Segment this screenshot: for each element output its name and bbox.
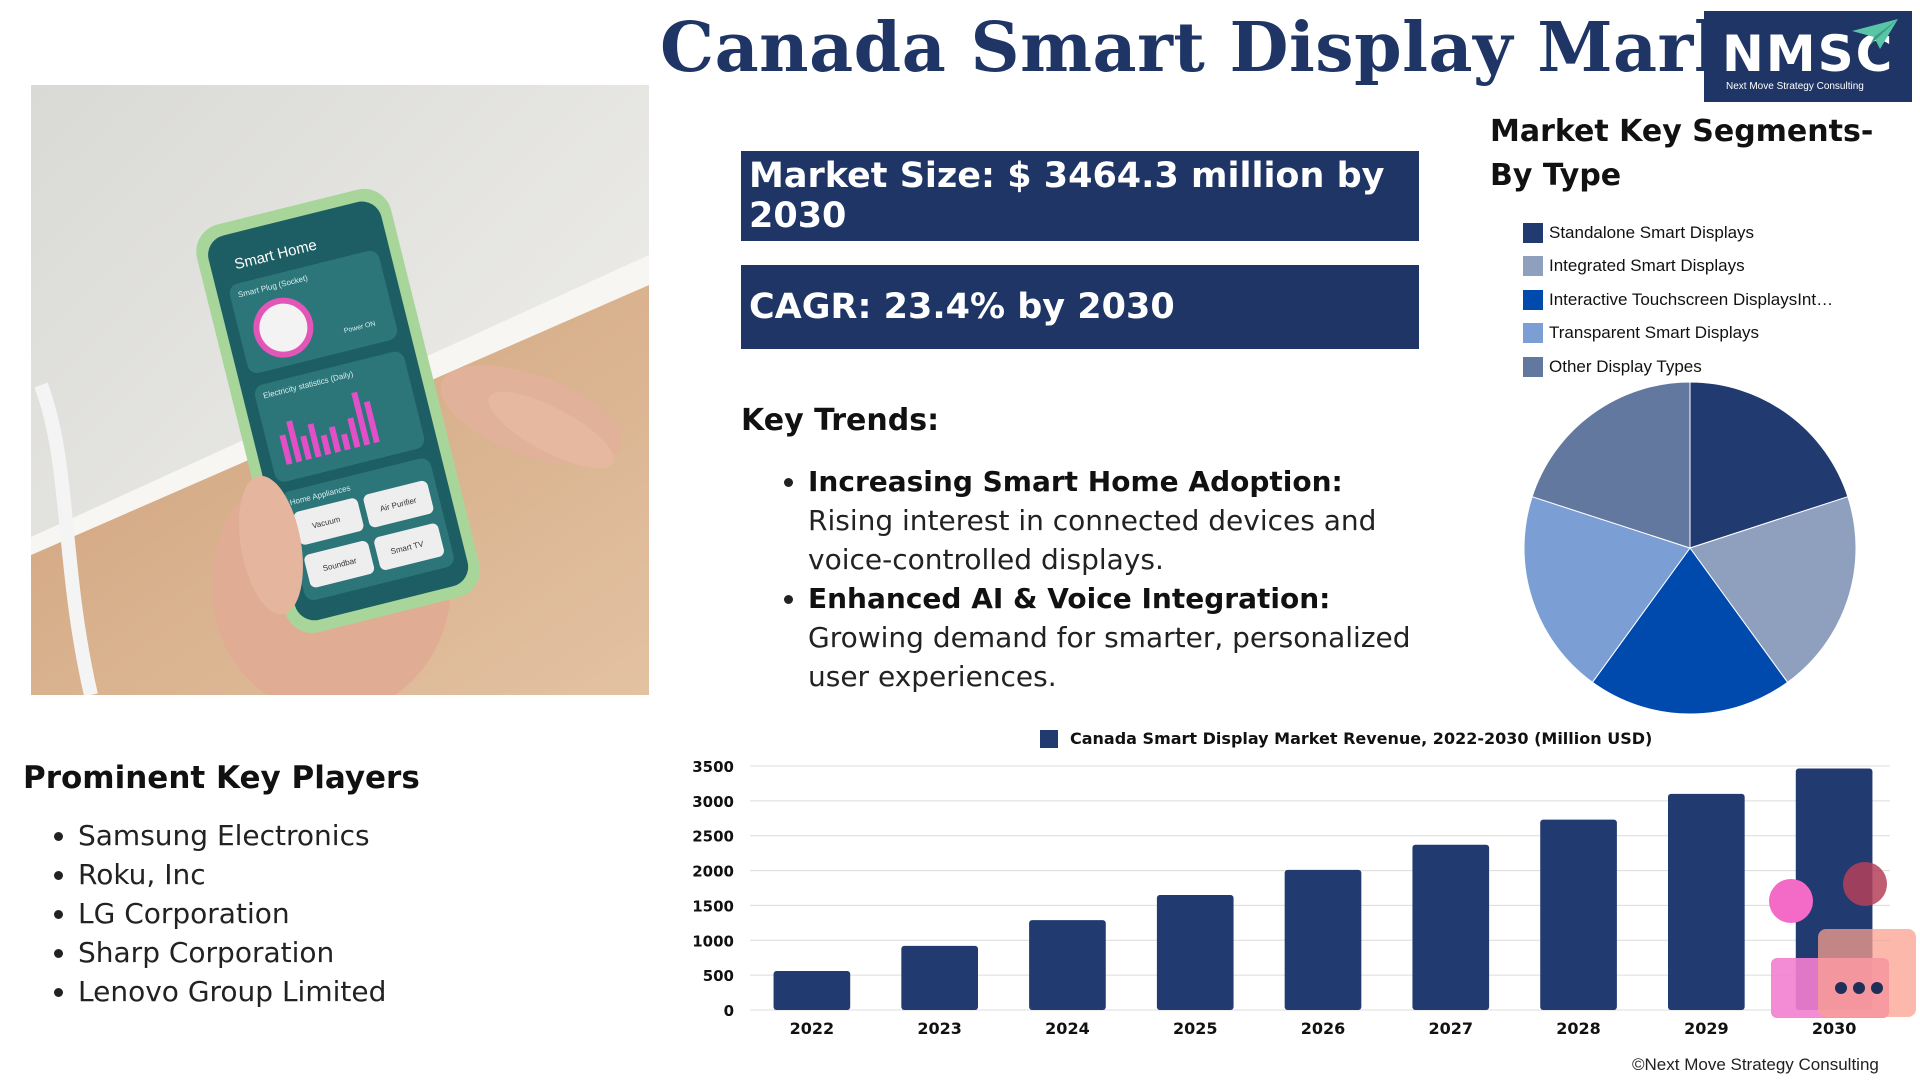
legend-swatch <box>1523 256 1543 277</box>
bar-2029 <box>1668 793 1745 1010</box>
y-tick-label: 0 <box>724 1002 734 1020</box>
x-tick-label: 2025 <box>1173 1019 1218 1038</box>
decor-circle-red <box>1843 862 1887 906</box>
decor-circle-pink <box>1769 879 1813 923</box>
x-tick-label: 2022 <box>790 1019 835 1038</box>
y-tick-label: 1500 <box>692 897 734 915</box>
bar-chart-title: Canada Smart Display Market Revenue, 202… <box>1070 729 1652 748</box>
player-item: Samsung Electronics <box>78 816 386 855</box>
bar-2025 <box>1156 894 1234 1010</box>
legend-swatch <box>1523 356 1543 377</box>
market-size-box: Market Size: $ 3464.3 million by 2030 <box>741 151 1419 241</box>
player-item: Lenovo Group Limited <box>78 972 386 1011</box>
page-title: Canada Smart Display Market <box>660 8 1818 88</box>
player-item: LG Corporation <box>78 894 386 933</box>
x-tick-label: 2026 <box>1301 1019 1346 1038</box>
player-item: Sharp Corporation <box>78 933 386 972</box>
trend-title: Enhanced AI & Voice Integration: <box>808 582 1331 615</box>
legend-label: Standalone Smart Displays <box>1549 222 1755 242</box>
bar-2028 <box>1540 819 1617 1010</box>
bar-2026 <box>1284 869 1362 1010</box>
pie-slice-5 <box>1531 381 1691 549</box>
legend-label: Other Display Types <box>1549 356 1702 376</box>
segments-legend: Standalone Smart Displays Integrated Sma… <box>1523 216 1863 384</box>
segments-heading: Market Key Segments- By Type <box>1490 110 1890 198</box>
segments-heading-line2: By Type <box>1490 158 1622 193</box>
y-tick-label: 3000 <box>692 793 734 811</box>
footer-copyright: ©Next Move Strategy Consulting <box>1632 1055 1879 1074</box>
y-tick-label: 2000 <box>692 863 734 881</box>
legend-item: Integrated Smart Displays <box>1523 250 1863 284</box>
x-tick-label: 2027 <box>1429 1019 1474 1038</box>
x-tick-label: 2024 <box>1045 1019 1090 1038</box>
key-players-heading: Prominent Key Players <box>23 760 420 796</box>
player-item: Roku, Inc <box>78 855 386 894</box>
legend-label: Integrated Smart Displays <box>1549 256 1745 276</box>
segments-heading-line1: Market Key Segments- <box>1490 114 1874 149</box>
bar-legend-swatch <box>1040 730 1058 748</box>
cagr-box: CAGR: 23.4% by 2030 <box>741 265 1419 349</box>
revenue-bar-chart: Canada Smart Display Market Revenue, 202… <box>692 729 1890 1038</box>
legend-swatch <box>1523 323 1543 344</box>
legend-item: Other Display Types <box>1523 350 1863 384</box>
y-tick-label: 2500 <box>692 828 734 846</box>
logo-subtitle: Next Move Strategy Consulting <box>1726 81 1864 92</box>
segments-pie-chart <box>1523 381 1857 715</box>
legend-swatch <box>1523 222 1543 243</box>
y-tick-label: 500 <box>703 967 734 985</box>
x-tick-label: 2030 <box>1812 1019 1857 1038</box>
bar-2023 <box>901 945 978 1010</box>
x-tick-label: 2028 <box>1556 1019 1601 1038</box>
trend-item: Enhanced AI & Voice Integration: Growing… <box>808 579 1428 696</box>
more-dots-icon <box>1829 973 1889 1003</box>
key-trends-list: Increasing Smart Home Adoption: Rising i… <box>780 462 1428 696</box>
pie-slice-1 <box>1689 381 1849 549</box>
key-trends-heading: Key Trends: <box>741 403 940 438</box>
legend-swatch <box>1523 289 1543 310</box>
x-tick-label: 2029 <box>1684 1019 1729 1038</box>
trend-text: Growing demand for smarter, personalized… <box>808 621 1411 693</box>
pie-slice-2 <box>1689 496 1857 683</box>
pie-slice-3 <box>1591 547 1789 715</box>
legend-item: Transparent Smart Displays <box>1523 317 1863 351</box>
bar-2024 <box>1029 920 1106 1010</box>
trend-text: Rising interest in connected devices and… <box>808 504 1377 576</box>
pie-slice-4 <box>1523 496 1691 683</box>
trend-item: Increasing Smart Home Adoption: Rising i… <box>808 462 1428 579</box>
legend-label: Interactive Touchscreen DisplaysInt… <box>1549 289 1834 309</box>
nmsc-logo: NMSC Next Move Strategy Consulting <box>1704 11 1912 102</box>
decor-rect-coral <box>1818 929 1916 1017</box>
trend-title: Increasing Smart Home Adoption: <box>808 465 1343 498</box>
smart-home-phone-photo: Smart Home Smart Plug (Socket) Power ON … <box>31 85 649 695</box>
paper-plane-icon <box>1852 19 1898 49</box>
bar-2027 <box>1412 844 1490 1010</box>
legend-item: Interactive Touchscreen DisplaysInt… <box>1523 283 1863 317</box>
legend-label: Transparent Smart Displays <box>1549 323 1760 343</box>
y-tick-label: 1000 <box>692 932 734 950</box>
x-tick-label: 2023 <box>917 1019 962 1038</box>
legend-item: Standalone Smart Displays <box>1523 216 1863 250</box>
logo-text: NMSC <box>1722 25 1895 83</box>
key-players-list: Samsung Electronics Roku, Inc LG Corpora… <box>52 816 386 1011</box>
y-tick-label: 3500 <box>692 758 734 776</box>
bar-2022 <box>773 970 851 1010</box>
